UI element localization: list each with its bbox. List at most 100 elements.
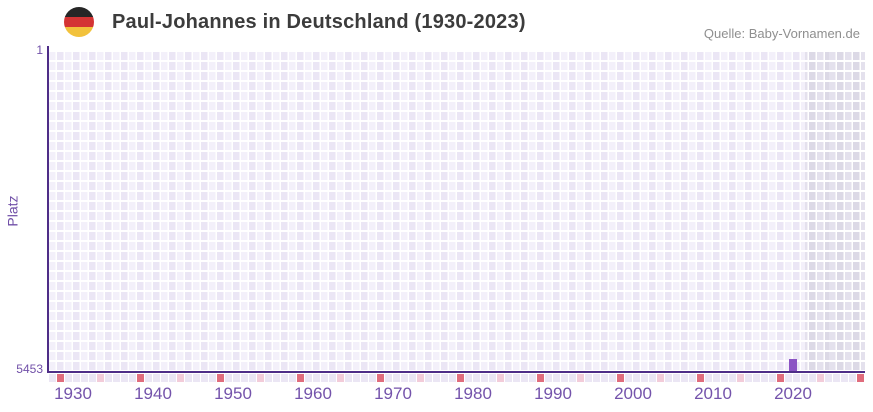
strip-cell [481, 374, 488, 382]
strip-cell [513, 374, 520, 382]
strip-marker-red [297, 374, 304, 382]
strip-marker-red [857, 374, 864, 382]
strip-cell [745, 374, 752, 382]
strip-cell [601, 374, 608, 382]
strip-cell [593, 374, 600, 382]
strip-cell [521, 374, 528, 382]
strip-cell [553, 374, 560, 382]
strip-cell [849, 374, 856, 382]
strip-cell [185, 374, 192, 382]
chart-plot-area[interactable] [49, 52, 865, 371]
strip-cell [449, 374, 456, 382]
strip-cell [265, 374, 272, 382]
strip-cell [169, 374, 176, 382]
strip-cell [433, 374, 440, 382]
strip-marker-pink [97, 374, 104, 382]
x-tick-2020: 2020 [774, 384, 812, 403]
strip-cell [49, 374, 56, 382]
strip-cell [81, 374, 88, 382]
strip-cell [425, 374, 432, 382]
strip-marker-red [57, 374, 64, 382]
strip-marker-pink [257, 374, 264, 382]
x-tick-1980: 1980 [454, 384, 492, 403]
strip-cell [409, 374, 416, 382]
strip-cell [153, 374, 160, 382]
strip-cell [233, 374, 240, 382]
strip-cell [105, 374, 112, 382]
strip-marker-red [697, 374, 704, 382]
strip-cell [641, 374, 648, 382]
strip-cell [73, 374, 80, 382]
strip-marker-pink [417, 374, 424, 382]
strip-cell [193, 374, 200, 382]
strip-cell [121, 374, 128, 382]
strip-cell [585, 374, 592, 382]
strip-marker-red [457, 374, 464, 382]
strip-cell [369, 374, 376, 382]
strip-cell [689, 374, 696, 382]
strip-cell [145, 374, 152, 382]
strip-cell [665, 374, 672, 382]
german-flag-icon [64, 7, 94, 37]
strip-cell [713, 374, 720, 382]
strip-cell [649, 374, 656, 382]
source-attribution: Quelle: Baby-Vornamen.de [703, 26, 860, 41]
strip-marker-pink [657, 374, 664, 382]
strip-marker-pink [177, 374, 184, 382]
strip-cell [225, 374, 232, 382]
shaded-future-region [805, 52, 865, 371]
x-tick-2010: 2010 [694, 384, 732, 403]
strip-cell [465, 374, 472, 382]
strip-cell [793, 374, 800, 382]
strip-cell [273, 374, 280, 382]
strip-marker-red [137, 374, 144, 382]
x-axis-line [47, 371, 865, 373]
strip-cell [529, 374, 536, 382]
strip-marker-red [217, 374, 224, 382]
strip-cell [705, 374, 712, 382]
strip-cell [681, 374, 688, 382]
strip-cell [321, 374, 328, 382]
strip-cell [65, 374, 72, 382]
strip-cell [473, 374, 480, 382]
strip-cell [809, 374, 816, 382]
strip-cell [385, 374, 392, 382]
strip-cell [801, 374, 808, 382]
strip-cell [313, 374, 320, 382]
strip-cell [401, 374, 408, 382]
strip-cell [241, 374, 248, 382]
strip-cell [441, 374, 448, 382]
x-tick-1930: 1930 [54, 384, 92, 403]
strip-cell [785, 374, 792, 382]
strip-cell [609, 374, 616, 382]
strip-cell [841, 374, 848, 382]
x-tick-2000: 2000 [614, 384, 652, 403]
strip-marker-pink [817, 374, 824, 382]
strip-cell [721, 374, 728, 382]
strip-cell [505, 374, 512, 382]
x-tick-1990: 1990 [534, 384, 572, 403]
strip-cell [625, 374, 632, 382]
strip-marker-red [617, 374, 624, 382]
strip-cell [489, 374, 496, 382]
data-point-2020[interactable] [789, 359, 797, 371]
strip-marker-pink [497, 374, 504, 382]
strip-marker-red [777, 374, 784, 382]
strip-marker-red [377, 374, 384, 382]
x-tick-1940: 1940 [134, 384, 172, 403]
x-tick-1960: 1960 [294, 384, 332, 403]
strip-cell [633, 374, 640, 382]
strip-cell [129, 374, 136, 382]
strip-marker-pink [737, 374, 744, 382]
strip-marker-pink [337, 374, 344, 382]
strip-cell [569, 374, 576, 382]
y-axis-label: Platz [4, 195, 21, 227]
strip-marker-red [537, 374, 544, 382]
strip-cell [113, 374, 120, 382]
strip-marker-pink [577, 374, 584, 382]
strip-cell [761, 374, 768, 382]
strip-cell [353, 374, 360, 382]
strip-cell [561, 374, 568, 382]
strip-cell [289, 374, 296, 382]
